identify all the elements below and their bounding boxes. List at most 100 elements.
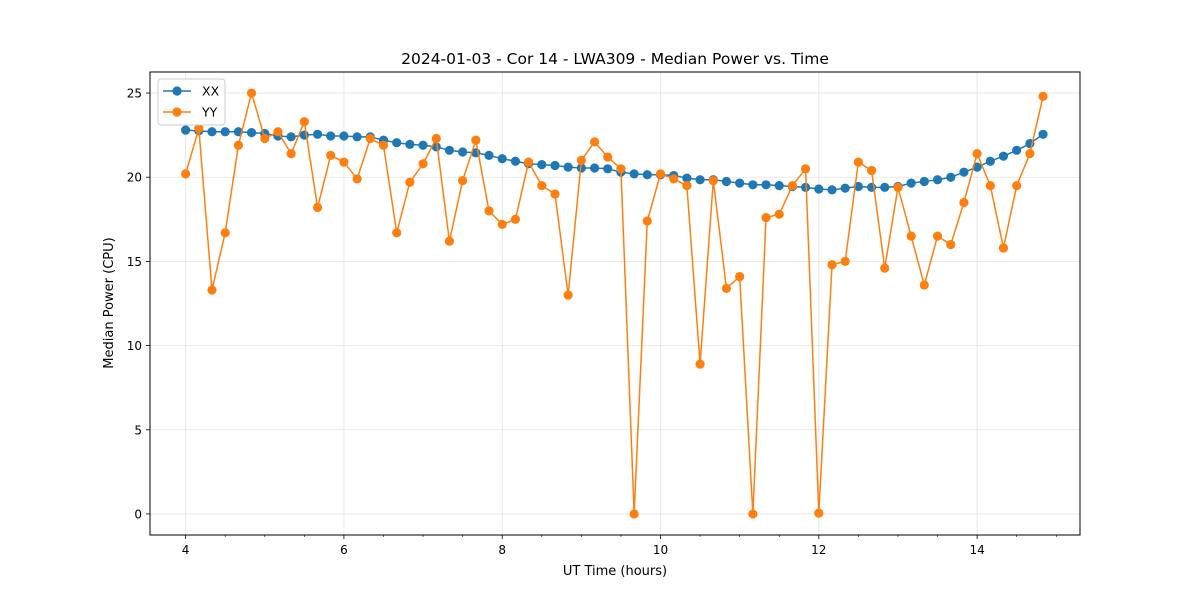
x-tick-label: 12 bbox=[811, 543, 826, 557]
data-point-yy bbox=[497, 219, 507, 229]
data-point-yy bbox=[220, 228, 230, 238]
data-point-yy bbox=[972, 149, 982, 159]
data-point-yy bbox=[378, 140, 389, 150]
data-point-yy bbox=[629, 509, 639, 519]
data-point-yy bbox=[589, 137, 600, 147]
data-point-yy bbox=[563, 290, 573, 300]
data-point-yy bbox=[932, 231, 943, 241]
data-point-xx bbox=[286, 132, 296, 142]
data-point-yy bbox=[880, 263, 890, 273]
data-point-xx bbox=[550, 160, 560, 171]
data-point-yy bbox=[181, 169, 191, 179]
data-point-xx bbox=[510, 156, 521, 166]
data-point-yy bbox=[603, 152, 613, 162]
data-point-xx bbox=[695, 175, 705, 185]
data-point-xx bbox=[497, 154, 507, 164]
data-point-xx bbox=[998, 151, 1009, 161]
data-point-yy bbox=[233, 140, 244, 150]
ticks-layer: 4 6 8 10 12 14 0 5 10 15 20 25 bbox=[127, 87, 1057, 557]
data-point-yy bbox=[418, 159, 428, 169]
y-tick-label: 20 bbox=[127, 171, 142, 185]
data-point-xx bbox=[959, 167, 969, 177]
data-point-yy bbox=[840, 256, 850, 267]
data-point-yy bbox=[260, 133, 270, 144]
data-point-yy bbox=[458, 175, 468, 186]
data-point-yy bbox=[286, 149, 296, 159]
data-point-xx bbox=[932, 175, 943, 185]
data-point-yy bbox=[959, 197, 969, 208]
data-point-xx bbox=[603, 164, 613, 174]
data-point-yy bbox=[1025, 149, 1035, 159]
data-point-yy bbox=[1038, 91, 1048, 102]
data-point-yy bbox=[748, 509, 758, 519]
data-point-xx bbox=[735, 178, 745, 188]
data-point-xx bbox=[352, 132, 362, 142]
x-axis-label: UT Time (hours) bbox=[563, 564, 667, 579]
data-point-xx bbox=[246, 128, 257, 138]
x-tick-label: 8 bbox=[498, 543, 506, 557]
data-point-yy bbox=[471, 135, 481, 145]
data-point-xx bbox=[392, 138, 402, 148]
data-point-yy bbox=[774, 209, 784, 219]
data-point-xx bbox=[1038, 129, 1048, 139]
data-point-xx bbox=[761, 180, 771, 190]
data-point-yy bbox=[352, 174, 362, 184]
data-point-yy bbox=[906, 231, 916, 241]
data-point-yy bbox=[1012, 181, 1022, 191]
series-yy bbox=[181, 88, 1048, 519]
data-point-xx bbox=[312, 129, 323, 139]
data-point-yy bbox=[761, 213, 771, 223]
data-point-xx bbox=[326, 131, 336, 141]
legend-item-yy: YY bbox=[163, 105, 218, 120]
data-point-yy bbox=[735, 271, 745, 282]
data-point-yy bbox=[616, 164, 626, 174]
data-point-xx bbox=[220, 127, 230, 137]
data-point-yy bbox=[339, 157, 349, 167]
data-point-xx bbox=[642, 170, 652, 180]
y-tick-label: 25 bbox=[127, 87, 142, 101]
data-point-yy bbox=[392, 228, 402, 238]
data-point-xx bbox=[906, 178, 916, 188]
data-point-xx bbox=[629, 169, 639, 179]
data-point-yy bbox=[484, 206, 494, 216]
data-point-xx bbox=[458, 147, 468, 157]
data-point-yy bbox=[523, 157, 534, 167]
data-point-xx bbox=[880, 182, 890, 192]
data-point-xx bbox=[444, 145, 455, 155]
data-point-xx bbox=[774, 181, 784, 191]
data-point-xx bbox=[1012, 145, 1022, 155]
data-point-yy bbox=[537, 181, 547, 191]
data-point-xx bbox=[589, 163, 600, 173]
data-point-yy bbox=[853, 157, 863, 167]
y-tick-label: 5 bbox=[134, 423, 142, 437]
data-point-xx bbox=[207, 127, 217, 137]
data-point-yy bbox=[312, 202, 323, 213]
legend-items: XX YY bbox=[163, 84, 220, 120]
x-tick-label: 10 bbox=[653, 543, 668, 557]
data-point-xx bbox=[985, 156, 995, 166]
data-point-xx bbox=[827, 185, 837, 195]
data-point-yy bbox=[695, 359, 705, 369]
data-point-xx bbox=[748, 180, 758, 190]
data-point-yy bbox=[708, 175, 718, 186]
x-tick-label: 4 bbox=[182, 543, 190, 557]
data-point-yy bbox=[246, 88, 257, 98]
data-point-yy bbox=[510, 214, 521, 224]
legend-marker bbox=[172, 86, 182, 96]
legend: XX YY bbox=[157, 78, 226, 126]
series-line-yy bbox=[184, 92, 1044, 515]
legend-label: YY bbox=[201, 105, 218, 120]
data-point-yy bbox=[919, 280, 929, 290]
x-tick-label: 14 bbox=[969, 543, 984, 557]
data-point-yy bbox=[985, 181, 995, 191]
data-point-yy bbox=[550, 189, 560, 199]
legend-label: XX bbox=[202, 84, 220, 99]
data-point-xx bbox=[814, 184, 824, 194]
data-point-xx bbox=[563, 162, 573, 172]
plot-frame bbox=[149, 71, 1081, 536]
data-point-xx bbox=[484, 150, 494, 160]
data-point-yy bbox=[299, 117, 309, 127]
y-tick-label: 15 bbox=[127, 255, 142, 269]
